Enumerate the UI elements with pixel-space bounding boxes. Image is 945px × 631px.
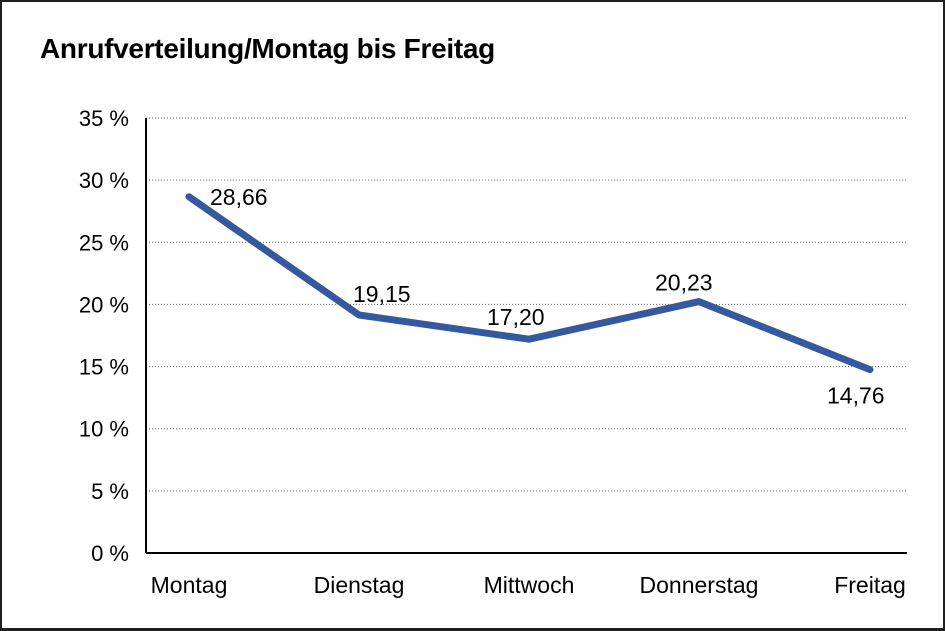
data-point-label: 20,23: [655, 270, 713, 296]
y-axis-tick-label: 5 %: [91, 479, 129, 504]
y-axis-tick-label: 10 %: [79, 417, 129, 442]
y-axis-tick-label: 20 %: [79, 292, 129, 317]
x-axis-category-label: Dienstag: [314, 572, 405, 598]
chart-title: Anrufverteilung/Montag bis Freitag: [40, 33, 495, 64]
y-axis-tick-label: 30 %: [79, 168, 129, 193]
x-axis-category-label: Freitag: [834, 572, 906, 598]
series-line: [185, 193, 874, 374]
x-axis-category-label: Donnerstag: [640, 572, 759, 598]
y-axis-tick-label: 15 %: [79, 355, 129, 380]
data-point-label: 19,15: [353, 281, 411, 307]
x-axis-category-label: Montag: [151, 572, 228, 598]
data-point-label: 17,20: [487, 304, 545, 330]
y-axis-tick-label: 35 %: [79, 106, 129, 131]
x-axis-category-label: Mittwoch: [484, 572, 575, 598]
y-axis-tick-label: 0 %: [91, 541, 129, 566]
data-point-label: 28,66: [210, 184, 268, 210]
data-point-label: 14,76: [827, 383, 885, 409]
y-axis-tick-label: 25 %: [79, 230, 129, 255]
